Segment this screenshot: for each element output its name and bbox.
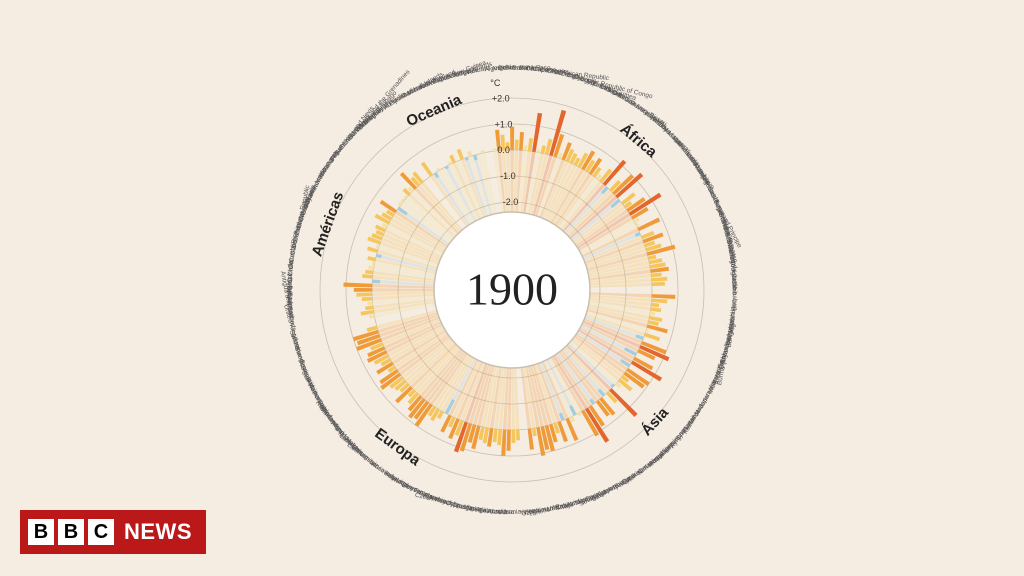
axis-tick-label: -2.0 (503, 197, 519, 207)
chart-stage: AlgeriaAngolaBeninBotswanaBurkina FasoBu… (0, 0, 1024, 576)
axis-tick-label: +1.0 (495, 119, 513, 129)
axis-tick-label: +2.0 (492, 93, 510, 103)
axis-unit-label: °C (490, 78, 501, 88)
center-year-label: 1900 (466, 264, 558, 315)
radial-bar-chart: AlgeriaAngolaBeninBotswanaBurkina FasoBu… (0, 0, 1024, 576)
axis-tick-label: 0.0 (497, 145, 510, 155)
bbc-news-word: NEWS (124, 519, 192, 545)
axis-tick-label: -1.0 (500, 171, 516, 181)
bbc-letter-b2: B (58, 519, 84, 545)
bbc-letter-b1: B (28, 519, 54, 545)
bbc-news-badge: B B C NEWS (20, 510, 206, 554)
bbc-letter-c: C (88, 519, 114, 545)
